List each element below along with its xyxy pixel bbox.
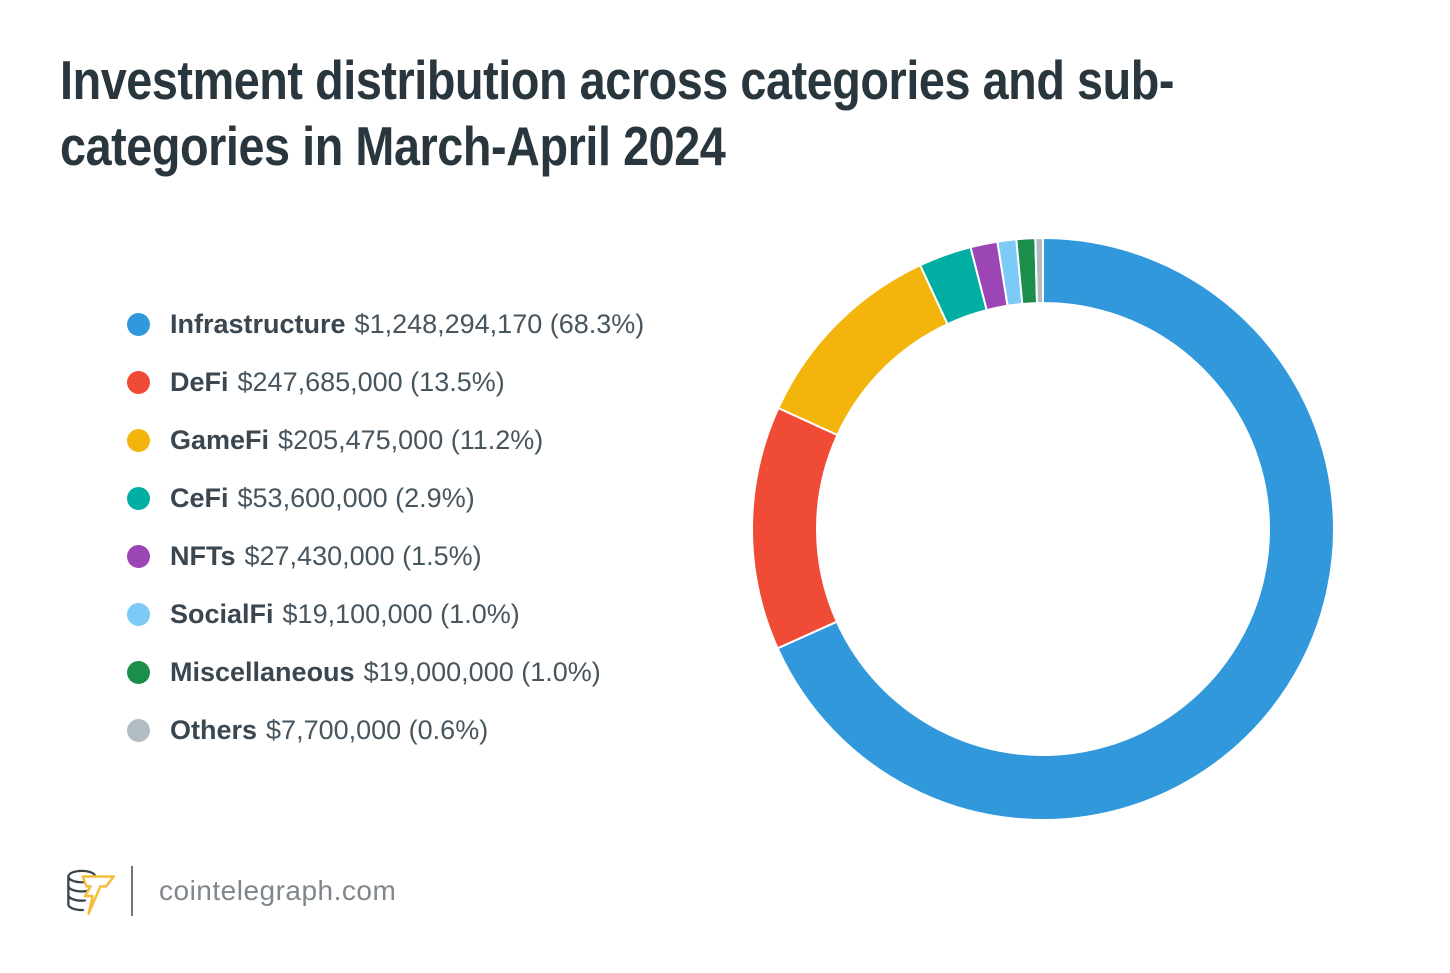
page-title: Investment distribution across categorie… — [60, 47, 1420, 179]
page-title-line1: Investment distribution across categorie… — [60, 49, 1174, 111]
donut-segment-gamefi — [777, 263, 949, 437]
legend-value: $19,000,000 (1.0%) — [363, 657, 601, 687]
legend-label: NFTs — [170, 541, 236, 571]
legend-dot — [127, 719, 150, 742]
legend-label: GameFi — [170, 425, 270, 455]
legend-dot — [127, 487, 150, 510]
legend-label: DeFi — [170, 367, 229, 397]
legend-value: $19,100,000 (1.0%) — [282, 599, 520, 629]
legend-dot — [127, 313, 150, 336]
legend-dot — [127, 545, 150, 568]
legend-dot — [127, 603, 150, 626]
legend-dot — [127, 371, 150, 394]
legend-item-infrastructure: Infrastructure $1,248,294,170 (68.3%) — [127, 308, 644, 341]
legend-value: $205,475,000 (11.2%) — [278, 425, 544, 455]
legend-label: Miscellaneous — [170, 657, 355, 687]
donut-segment-defi — [751, 406, 839, 650]
legend-label: SocialFi — [170, 599, 274, 629]
legend-value: $1,248,294,170 (68.3%) — [354, 309, 645, 339]
legend-label: Others — [170, 715, 258, 745]
legend-item-cefi: CeFi $53,600,000 (2.9%) — [127, 482, 644, 515]
donut-segment-others — [1034, 236, 1044, 305]
legend-label: Infrastructure — [170, 309, 346, 339]
donut-segment-infrastructure — [776, 236, 1335, 821]
legend-item-miscellaneous: Miscellaneous $19,000,000 (1.0%) — [127, 656, 644, 689]
legend-item-defi: DeFi $247,685,000 (13.5%) — [127, 366, 644, 399]
legend-value: $53,600,000 (2.9%) — [237, 483, 475, 513]
chart-legend: Infrastructure $1,248,294,170 (68.3%) DeFi… — [127, 308, 644, 747]
donut-chart — [751, 236, 1335, 821]
legend-item-gamefi: GameFi $205,475,000 (11.2%) — [127, 424, 644, 457]
cointelegraph-logo-icon — [67, 869, 116, 915]
legend-label: CeFi — [170, 483, 229, 513]
footer-site-text: cointelegraph.com — [159, 875, 397, 906]
legend-value: $7,700,000 (0.6%) — [266, 715, 489, 745]
legend-dot — [127, 661, 150, 684]
legend-dot — [127, 429, 150, 452]
legend-item-others: Others $7,700,000 (0.6%) — [127, 714, 644, 747]
footer: cointelegraph.com — [57, 860, 396, 922]
legend-item-socialfi: SocialFi $19,100,000 (1.0%) — [127, 598, 644, 631]
page-title-line2: categories in March-April 2024 — [60, 115, 726, 177]
legend-value: $27,430,000 (1.5%) — [244, 541, 482, 571]
legend-value: $247,685,000 (13.5%) — [237, 367, 505, 397]
footer-divider — [131, 866, 133, 916]
legend-item-nfts: NFTs $27,430,000 (1.5%) — [127, 540, 644, 573]
